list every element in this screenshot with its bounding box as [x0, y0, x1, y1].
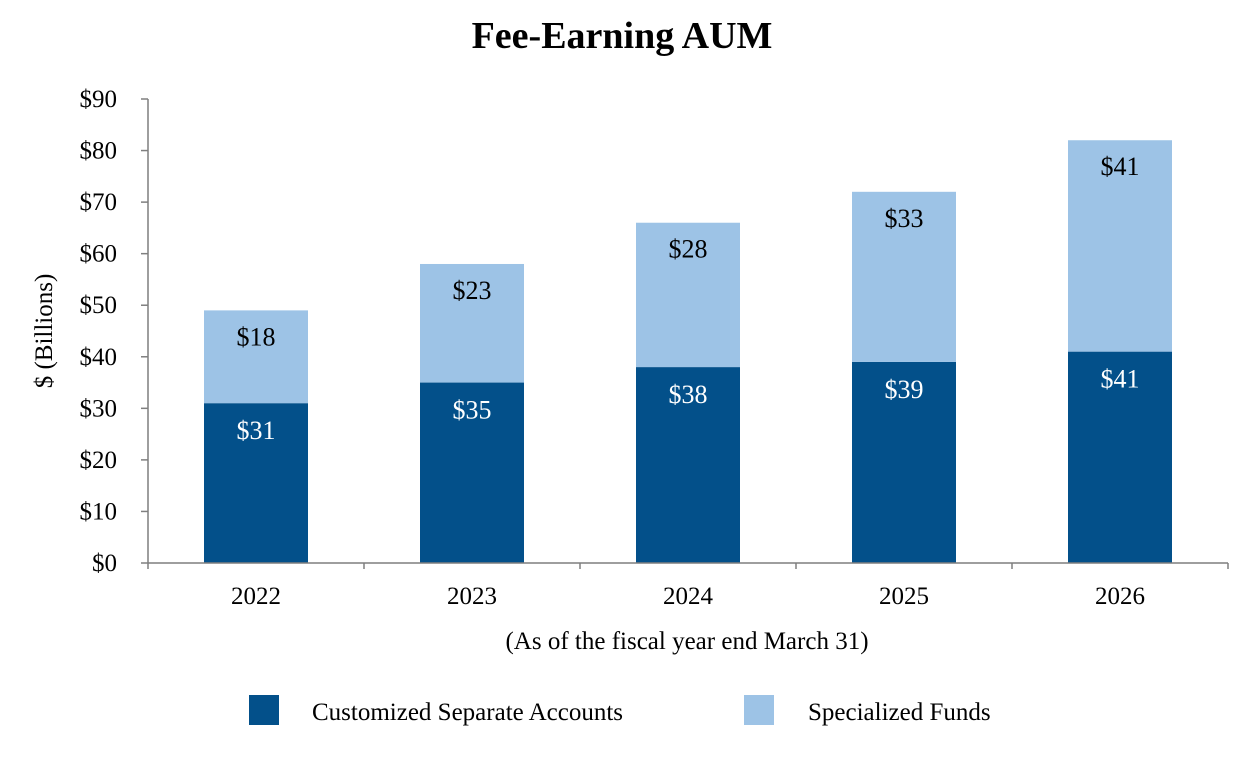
data-label-specialized-funds: $28 [669, 235, 708, 264]
legend: Customized Separate Accounts Specialized … [249, 695, 991, 726]
data-label-customized-separate-accounts: $38 [669, 380, 708, 409]
data-label-customized-separate-accounts: $35 [453, 396, 492, 425]
y-tick-label: $60 [80, 241, 118, 268]
data-label-specialized-funds: $23 [453, 276, 492, 305]
bar-specialized-funds [204, 310, 308, 404]
y-tick-label: $70 [80, 189, 118, 216]
bar-specialized-funds [636, 222, 740, 368]
bar-customized-separate-accounts [1068, 351, 1172, 563]
y-tick-label: $90 [80, 86, 118, 113]
bar-specialized-funds [852, 191, 956, 362]
y-axis-label-group: $ (Billions) [31, 274, 58, 389]
legend-swatch-customized-separate-accounts [249, 695, 279, 725]
bar-specialized-funds [420, 263, 524, 383]
x-axis-label: (As of the fiscal year end March 31) [505, 628, 868, 655]
data-label-customized-separate-accounts: $31 [237, 416, 276, 445]
chart-title: Fee-Earning AUM [472, 15, 773, 57]
x-tick-label: 2023 [447, 583, 497, 610]
bar-customized-separate-accounts [636, 367, 740, 563]
x-tick-label: 2022 [231, 583, 281, 610]
bar-customized-separate-accounts [852, 361, 956, 563]
data-label-specialized-funds: $33 [885, 204, 924, 233]
y-tick-label: $80 [80, 138, 118, 165]
data-label-customized-separate-accounts: $39 [885, 375, 924, 404]
y-tick-label: $10 [80, 498, 118, 525]
y-axis-label: $ (Billions) [31, 274, 58, 389]
x-tick-label: 2025 [879, 583, 929, 610]
y-tick-label: $50 [80, 292, 118, 319]
y-tick-label: $30 [80, 395, 118, 422]
legend-label-customized-separate-accounts: Customized Separate Accounts [312, 699, 623, 726]
y-tick-label: $20 [80, 447, 118, 474]
y-tick-label: $40 [80, 344, 118, 371]
x-tick-label: 2026 [1095, 583, 1145, 610]
data-label-customized-separate-accounts: $41 [1101, 365, 1140, 394]
data-label-specialized-funds: $18 [237, 322, 276, 351]
legend-label-specialized-funds: Specialized Funds [808, 699, 991, 726]
legend-swatch-specialized-funds [744, 695, 774, 725]
bar-customized-separate-accounts [420, 382, 524, 563]
plot-area: $0 $10 $20 $30 $40 $50 $60 $70 $80 $90 $31 $18 2022 $… [80, 86, 1229, 610]
y-tick-label: $0 [92, 550, 117, 577]
bar-customized-separate-accounts [204, 403, 308, 563]
x-tick-label: 2024 [663, 583, 714, 610]
bar-specialized-funds [1068, 140, 1172, 352]
data-label-specialized-funds: $41 [1101, 152, 1140, 181]
